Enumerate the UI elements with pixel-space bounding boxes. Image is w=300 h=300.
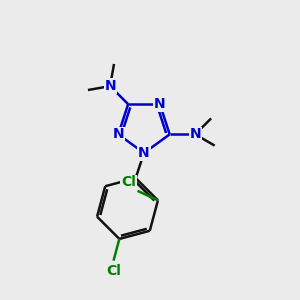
Text: N: N <box>104 79 116 93</box>
Text: N: N <box>112 127 124 141</box>
Text: N: N <box>154 97 166 111</box>
Text: Cl: Cl <box>106 264 121 278</box>
Text: N: N <box>189 127 201 141</box>
Text: N: N <box>138 146 150 160</box>
Text: Cl: Cl <box>121 175 136 189</box>
